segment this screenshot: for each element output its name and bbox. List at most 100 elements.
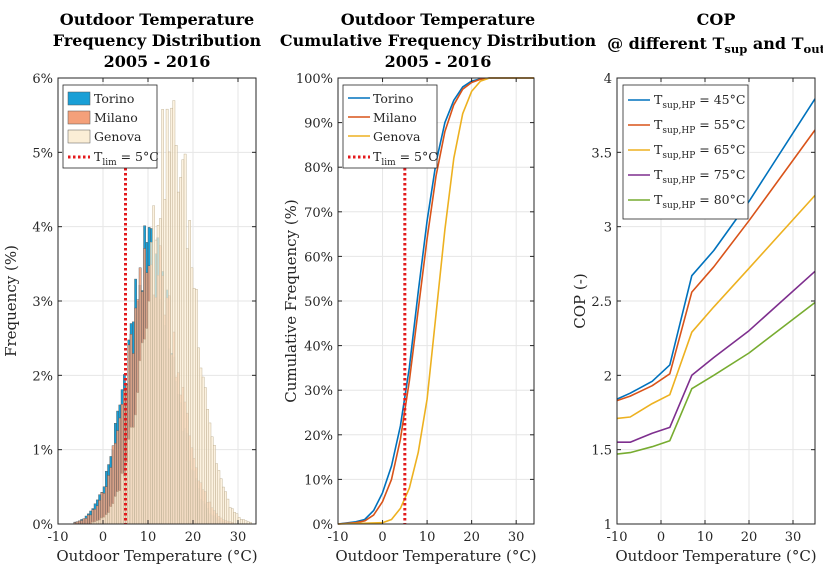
- bar: [174, 145, 178, 525]
- y-tick-label: 4%: [32, 221, 53, 236]
- x-tick-label: -10: [607, 530, 628, 545]
- x-axis-label: Outdoor Temperature (°C): [56, 547, 257, 565]
- bar: [163, 199, 167, 525]
- chart-title-line3: 2005 - 2016: [385, 52, 492, 71]
- x-tick-label: 20: [185, 530, 202, 545]
- bar: [156, 225, 160, 525]
- chart-title-line1: Outdoor Temperature: [341, 10, 535, 29]
- x-axis-label: Outdoor Temperature (°C): [335, 547, 536, 565]
- bar: [186, 248, 189, 525]
- bar: [219, 478, 223, 525]
- bar: [145, 328, 149, 525]
- series-line-5: [616, 301, 816, 455]
- legend-swatch: [67, 91, 91, 106]
- bar: [197, 347, 200, 525]
- chart-title-line2: Frequency Distribution: [53, 31, 262, 50]
- bar: [107, 512, 110, 525]
- bar: [109, 506, 113, 525]
- bar: [215, 463, 218, 525]
- y-tick-label: 3.5: [591, 146, 612, 161]
- y-axis-label: COP (-): [571, 273, 589, 328]
- y-tick-label: 80%: [304, 161, 333, 176]
- legend-label: Torino: [94, 91, 134, 106]
- bar: [170, 107, 173, 525]
- legend-label: Tsup,HP = 75°C: [654, 167, 745, 186]
- y-tick-label: 1%: [32, 444, 53, 459]
- y-tick-label: 2: [604, 369, 612, 384]
- bar: [84, 518, 88, 525]
- bar: [213, 445, 216, 525]
- bar: [188, 220, 191, 525]
- y-tick-label: 2.5: [591, 295, 612, 310]
- y-tick-label: 5%: [32, 146, 53, 161]
- bar: [161, 109, 164, 525]
- legend-swatch: [67, 129, 91, 144]
- bar: [132, 427, 135, 525]
- bar: [224, 491, 227, 525]
- bar: [172, 100, 176, 525]
- bar: [134, 414, 137, 525]
- bar: [120, 473, 124, 525]
- x-tick-label: 30: [230, 530, 247, 545]
- legend-label-tlim: Tlim = 5°C: [373, 149, 438, 168]
- y-tick-label: 30%: [304, 384, 333, 399]
- bar: [240, 519, 243, 525]
- legend-swatch: [67, 110, 91, 125]
- legend-label: Genova: [94, 129, 142, 144]
- legend-label: Tsup,HP = 55°C: [654, 117, 745, 136]
- y-tick-label: 3: [604, 221, 612, 236]
- y-tick-label: 90%: [304, 117, 333, 132]
- bar: [127, 439, 131, 525]
- bar: [226, 498, 230, 525]
- y-axis-label: Frequency (%): [2, 245, 20, 357]
- legend-box: [622, 84, 749, 220]
- bar: [231, 508, 234, 525]
- bar: [192, 287, 196, 525]
- x-tick-label: -10: [48, 530, 69, 545]
- series-line-2: [616, 129, 816, 402]
- series-line-3: [616, 194, 816, 420]
- chart-title-line1: Outdoor Temperature: [60, 10, 254, 29]
- bar: [82, 518, 86, 525]
- bar: [138, 360, 142, 525]
- y-tick-label: 50%: [304, 295, 333, 310]
- chart-title-line3: 2005 - 2016: [104, 52, 211, 71]
- legend-label: Milano: [373, 110, 417, 125]
- y-tick-label: 40%: [304, 340, 333, 355]
- bar: [111, 503, 115, 525]
- bar: [244, 520, 248, 525]
- bar: [165, 108, 169, 525]
- bar: [159, 218, 162, 525]
- bar: [136, 392, 140, 525]
- chart-title-line2: Cumulative Frequency Distribution: [280, 31, 597, 50]
- x-tick-label: 20: [463, 530, 480, 545]
- series-line-4: [617, 270, 816, 443]
- y-tick-label: 20%: [304, 429, 333, 444]
- bar: [152, 205, 155, 525]
- x-tick-label: 30: [785, 530, 802, 545]
- bar: [199, 367, 203, 525]
- y-tick-label: 10%: [304, 473, 333, 488]
- bar: [150, 242, 153, 525]
- chart-1: Outdoor Temperature Frequency Distributio…: [2, 10, 262, 565]
- bar: [89, 514, 92, 525]
- legend-label: Genova: [373, 129, 421, 144]
- legend-label: Torino: [373, 91, 413, 106]
- bar: [190, 267, 194, 525]
- legend-box: [342, 84, 438, 169]
- bar: [91, 509, 95, 525]
- x-tick-label: -10: [328, 530, 349, 545]
- bar: [228, 507, 232, 525]
- y-tick-label: 4: [604, 72, 612, 87]
- bar: [105, 514, 108, 525]
- bar: [242, 519, 245, 525]
- chart-2: Outdoor Temperature Cumulative Frequency …: [280, 10, 597, 565]
- x-tick-label: 0: [378, 530, 386, 545]
- bar: [208, 422, 212, 525]
- bar: [177, 191, 180, 525]
- bar: [233, 512, 236, 525]
- chart-title-line2: @ different Tsup and Tout: [607, 34, 823, 56]
- bar: [114, 496, 117, 525]
- bar: [118, 490, 122, 525]
